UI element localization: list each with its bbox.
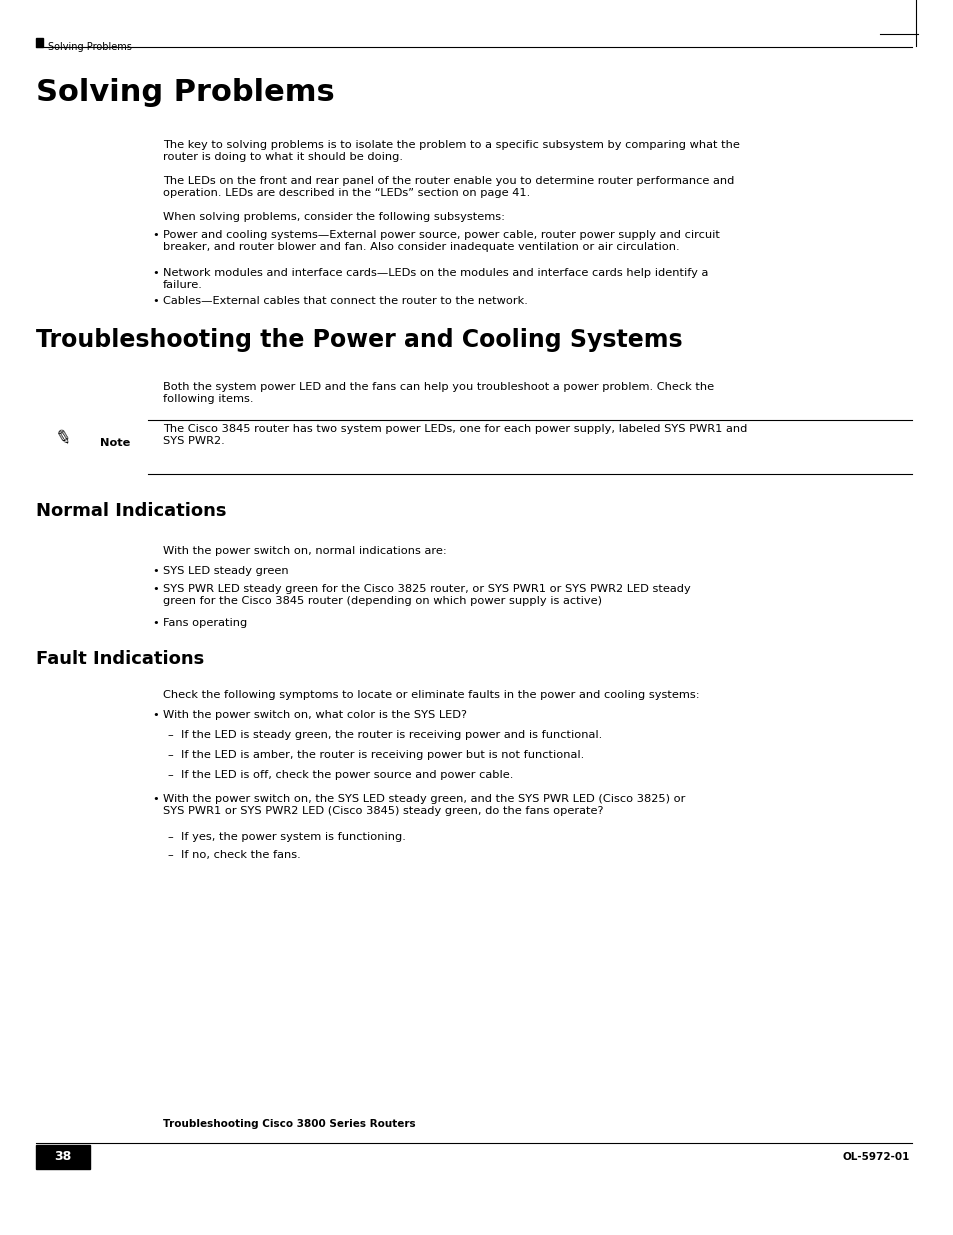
Text: With the power switch on, what color is the SYS LED?: With the power switch on, what color is … — [163, 710, 467, 720]
Text: Troubleshooting Cisco 3800 Series Routers: Troubleshooting Cisco 3800 Series Router… — [163, 1119, 416, 1129]
Text: •: • — [152, 710, 158, 720]
Text: •: • — [152, 230, 158, 240]
Text: SYS LED steady green: SYS LED steady green — [163, 566, 289, 576]
Text: The LEDs on the front and rear panel of the router enable you to determine route: The LEDs on the front and rear panel of … — [163, 177, 734, 198]
Text: Fault Indications: Fault Indications — [36, 650, 204, 668]
Text: The Cisco 3845 router has two system power LEDs, one for each power supply, labe: The Cisco 3845 router has two system pow… — [163, 424, 746, 446]
Text: SYS PWR LED steady green for the Cisco 3825 router, or SYS PWR1 or SYS PWR2 LED : SYS PWR LED steady green for the Cisco 3… — [163, 584, 690, 605]
Text: •: • — [152, 584, 158, 594]
Text: If no, check the fans.: If no, check the fans. — [181, 850, 300, 860]
Bar — [36, 1145, 90, 1170]
Text: –: – — [167, 850, 172, 860]
Text: The key to solving problems is to isolate the problem to a specific subsystem by: The key to solving problems is to isolat… — [163, 140, 740, 162]
Bar — [36, 38, 43, 47]
Text: •: • — [152, 794, 158, 804]
Text: If the LED is off, check the power source and power cable.: If the LED is off, check the power sourc… — [181, 769, 513, 781]
Text: If the LED is steady green, the router is receiving power and is functional.: If the LED is steady green, the router i… — [181, 730, 601, 740]
Text: •: • — [152, 268, 158, 278]
Text: –: – — [167, 832, 172, 842]
Text: With the power switch on, normal indications are:: With the power switch on, normal indicat… — [163, 546, 446, 556]
Text: With the power switch on, the SYS LED steady green, and the SYS PWR LED (Cisco 3: With the power switch on, the SYS LED st… — [163, 794, 684, 815]
Text: Solving Problems: Solving Problems — [36, 78, 335, 107]
Text: ✎: ✎ — [51, 429, 72, 451]
Text: If the LED is amber, the router is receiving power but is not functional.: If the LED is amber, the router is recei… — [181, 750, 583, 760]
Text: Check the following symptoms to locate or eliminate faults in the power and cool: Check the following symptoms to locate o… — [163, 690, 699, 700]
Text: Cables—External cables that connect the router to the network.: Cables—External cables that connect the … — [163, 296, 527, 306]
Text: •: • — [152, 618, 158, 629]
Text: •: • — [152, 296, 158, 306]
Text: 38: 38 — [54, 1151, 71, 1163]
Text: •: • — [152, 566, 158, 576]
Text: Fans operating: Fans operating — [163, 618, 247, 629]
Text: Network modules and interface cards—LEDs on the modules and interface cards help: Network modules and interface cards—LEDs… — [163, 268, 708, 289]
Text: Troubleshooting the Power and Cooling Systems: Troubleshooting the Power and Cooling Sy… — [36, 329, 682, 352]
Text: Normal Indications: Normal Indications — [36, 501, 226, 520]
Text: If yes, the power system is functioning.: If yes, the power system is functioning. — [181, 832, 405, 842]
Text: Note: Note — [100, 438, 131, 448]
Text: When solving problems, consider the following subsystems:: When solving problems, consider the foll… — [163, 212, 504, 222]
Text: OL-5972-01: OL-5972-01 — [841, 1152, 909, 1162]
Text: Both the system power LED and the fans can help you troubleshoot a power problem: Both the system power LED and the fans c… — [163, 382, 714, 404]
Text: –: – — [167, 769, 172, 781]
Text: –: – — [167, 730, 172, 740]
Text: –: – — [167, 750, 172, 760]
Text: Power and cooling systems—External power source, power cable, router power suppl: Power and cooling systems—External power… — [163, 230, 720, 252]
Text: Solving Problems: Solving Problems — [48, 42, 132, 52]
